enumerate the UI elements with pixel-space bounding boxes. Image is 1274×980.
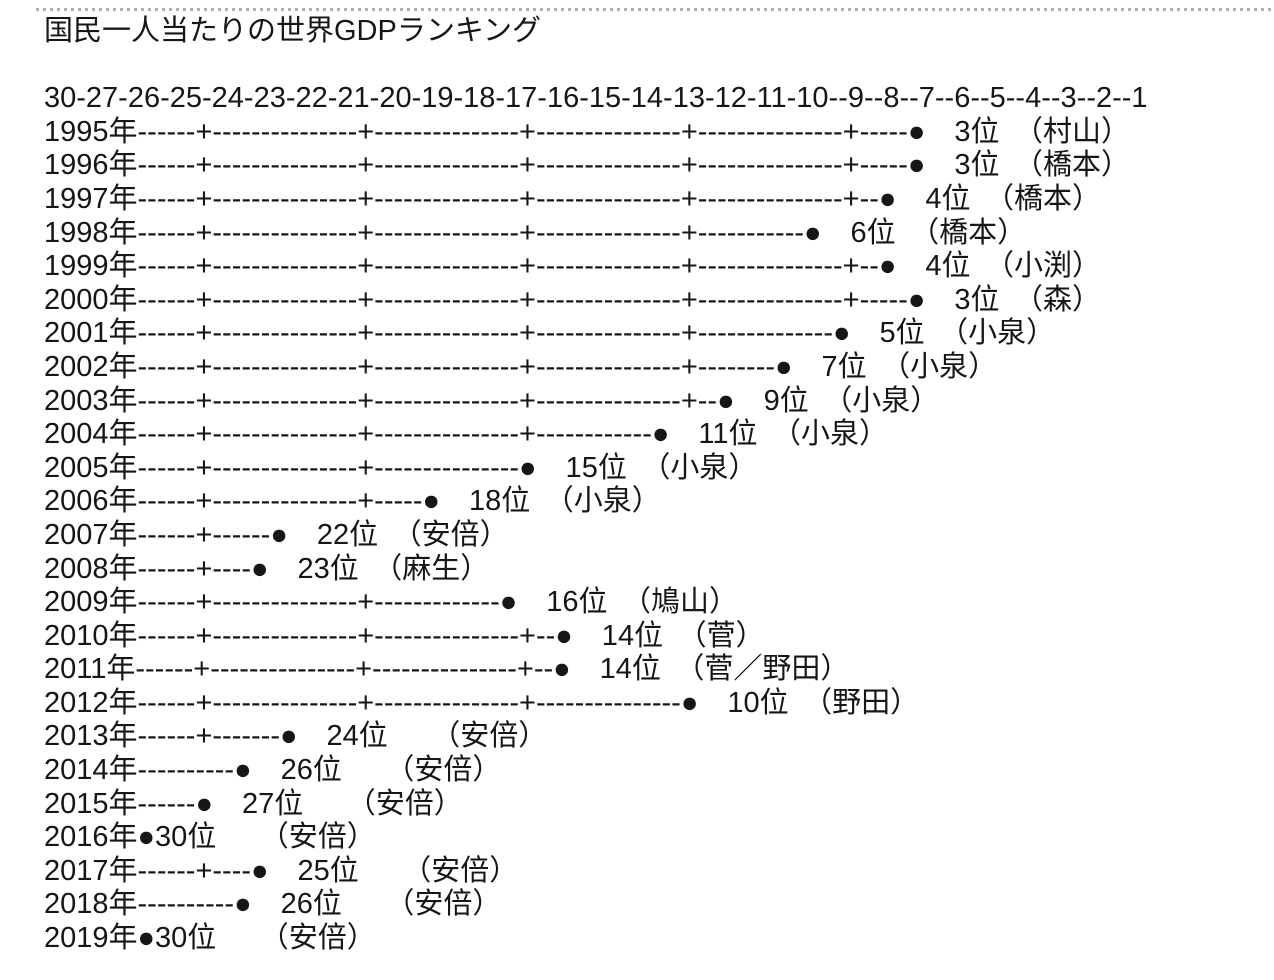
chart-rows: 1995年------+---------------+------------… bbox=[44, 116, 1266, 956]
chart-row-1996: 1996年------+---------------+------------… bbox=[44, 149, 1130, 182]
chart-row-2014: 2014年----------● 26位 （安倍） bbox=[44, 754, 502, 787]
chart-row-2005: 2005年------+---------------+------------… bbox=[44, 451, 758, 484]
chart-row-1999: 1999年------+---------------+------------… bbox=[44, 250, 1102, 283]
chart-row-2019: 2019年●30位 （安倍） bbox=[44, 922, 376, 955]
chart-row-2018: 2018年----------● 26位 （安倍） bbox=[44, 888, 502, 921]
rank-axis-scale: 30-27-26-25-24-23-22-21-20-19-18-17-16-1… bbox=[44, 82, 1148, 115]
chart-row-2002: 2002年------+---------------+------------… bbox=[44, 350, 998, 383]
chart-row-2006: 2006年------+---------------+-----● 18位 （… bbox=[44, 485, 661, 518]
chart-area: 国民一人当たりの世界GDPランキング 30-27-26-25-24-23-22-… bbox=[0, 15, 1274, 956]
chart-row-2012: 2012年------+---------------+------------… bbox=[44, 686, 920, 719]
chart-row-1995: 1995年------+---------------+------------… bbox=[44, 115, 1130, 148]
chart-row-2001: 2001年------+---------------+------------… bbox=[44, 317, 1056, 350]
page: 国民一人当たりの世界GDPランキング 30-27-26-25-24-23-22-… bbox=[0, 8, 1274, 956]
chart-row-2015: 2015年------● 27位 （安倍） bbox=[44, 787, 463, 820]
chart-row-2003: 2003年------+---------------+------------… bbox=[44, 384, 940, 417]
chart-row-2008: 2008年------+----● 23位 （麻生） bbox=[44, 552, 490, 585]
chart-row-1997: 1997年------+---------------+------------… bbox=[44, 182, 1102, 215]
chart-title: 国民一人当たりの世界GDPランキング bbox=[44, 15, 541, 47]
chart-row-2016: 2016年●30位 （安倍） bbox=[44, 821, 376, 854]
chart-row-2004: 2004年------+---------------+------------… bbox=[44, 418, 888, 451]
chart-row-2007: 2007年------+------● 22位 （安倍） bbox=[44, 518, 509, 551]
chart-row-2009: 2009年------+---------------+------------… bbox=[44, 586, 739, 619]
chart-row-2011: 2011年------+---------------+------------… bbox=[44, 653, 850, 686]
chart-row-2010: 2010年------+---------------+------------… bbox=[44, 619, 765, 652]
chart-row-2017: 2017年------+----● 25位 （安倍） bbox=[44, 854, 519, 887]
chart-row-1998: 1998年------+---------------+------------… bbox=[44, 216, 1027, 249]
chart-row-2000: 2000年------+---------------+------------… bbox=[44, 283, 1101, 316]
chart-row-2013: 2013年------+-------● 24位 （安倍） bbox=[44, 720, 548, 753]
top-dotted-divider bbox=[36, 8, 1274, 11]
